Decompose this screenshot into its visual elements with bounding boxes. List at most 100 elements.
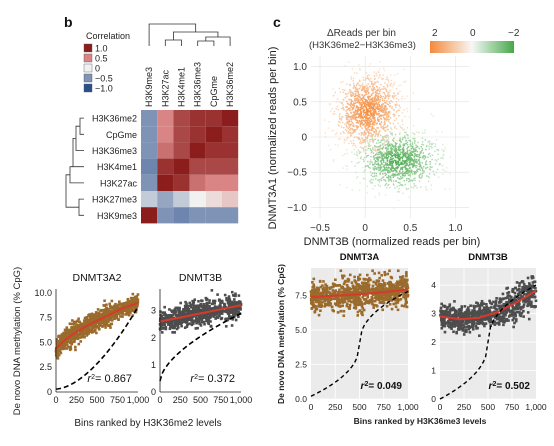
scatter-point (371, 123, 373, 126)
fit-line (55, 301, 139, 350)
scatter-point (361, 132, 364, 135)
scatter-point (362, 147, 365, 150)
scatter-point (341, 107, 343, 110)
scatter-point (363, 141, 365, 143)
scatter-point (380, 107, 383, 109)
scatter-point (358, 96, 361, 98)
scatter-point (406, 148, 408, 150)
scatter-point (437, 176, 440, 178)
scatter-point (383, 139, 385, 141)
data-point (57, 353, 61, 357)
scatter-point (369, 138, 372, 141)
data-point (76, 334, 79, 338)
scatter-point (351, 151, 353, 153)
scatter-point (365, 117, 367, 120)
scatter-point (369, 109, 372, 111)
data-point (208, 304, 211, 308)
scatter-point (376, 156, 379, 158)
data-point (381, 295, 384, 299)
scatter-point (427, 141, 429, 143)
scatter-point (417, 155, 419, 158)
scatter-point (386, 171, 389, 173)
data-point (370, 296, 374, 299)
data-point (367, 283, 371, 287)
scatter-point (342, 88, 344, 91)
data-point (134, 307, 137, 311)
scatter-point (375, 85, 378, 87)
scatter-point (351, 189, 354, 191)
scatter-point (332, 129, 335, 132)
scatter-point (403, 155, 405, 157)
data-point (207, 308, 211, 312)
scatter-point (361, 101, 363, 104)
scatter-point (363, 160, 365, 163)
scatter-point (371, 86, 374, 88)
scatter-point (336, 98, 339, 100)
scatter-point (373, 155, 375, 157)
x-tick-label: 750 (110, 395, 125, 405)
scatter-point (358, 102, 360, 104)
scatter-point (347, 108, 350, 111)
data-point (82, 334, 85, 338)
scatter-point (441, 156, 444, 159)
scatter-point (384, 147, 387, 149)
scatter-point (390, 180, 393, 182)
scatter-point (365, 93, 368, 95)
data-point (69, 345, 72, 349)
scatter-point (404, 167, 406, 169)
scatter-point (388, 114, 390, 117)
data-point (177, 322, 181, 326)
heatmap-cell (189, 142, 206, 159)
scatter-point (408, 157, 410, 160)
scatter-point (333, 110, 336, 113)
scatter-point (400, 156, 403, 159)
scatter-point (348, 98, 350, 101)
scatter-point (355, 122, 358, 124)
scatter-point (400, 98, 403, 100)
scatter-point (418, 168, 420, 170)
data-point (163, 305, 166, 309)
scatter-point (384, 135, 386, 137)
data-point (108, 310, 112, 314)
scatter-point (428, 173, 431, 175)
data-point (389, 291, 393, 294)
scatter-point (361, 99, 364, 101)
scatter-point (349, 131, 352, 134)
data-point (317, 304, 321, 308)
scatter-point (408, 172, 410, 174)
scatter-point (387, 112, 390, 115)
scatter-point (404, 152, 406, 154)
data-point (85, 316, 89, 320)
data-point (405, 305, 409, 309)
scatter-point (371, 182, 374, 184)
scatter-point (394, 187, 396, 189)
scatter-point (378, 151, 380, 153)
data-point (162, 322, 166, 326)
scatter-point (377, 108, 379, 111)
scatter-point (402, 124, 404, 126)
data-point (336, 311, 340, 314)
data-point (395, 282, 398, 285)
scatter-point (394, 155, 396, 158)
data-point (371, 299, 374, 303)
scatter-point (382, 88, 385, 90)
scatter-point (385, 148, 388, 150)
scatter-point (385, 78, 387, 81)
scatter-point (397, 190, 400, 193)
data-point (348, 290, 351, 293)
data-point (162, 311, 166, 315)
scatter-point (449, 156, 451, 158)
scatter-point (372, 113, 374, 116)
scatter-point (397, 122, 399, 124)
data-point (312, 298, 315, 301)
scatter-point (402, 148, 405, 151)
scatter-point (360, 121, 362, 124)
scatter-point (391, 101, 393, 103)
data-point (87, 314, 91, 318)
scatter-point (376, 96, 379, 99)
data-point (343, 300, 347, 304)
scatter-point (363, 111, 366, 114)
scatter-point (389, 102, 391, 105)
scatter-point (339, 101, 341, 103)
scatter-point (398, 187, 400, 190)
